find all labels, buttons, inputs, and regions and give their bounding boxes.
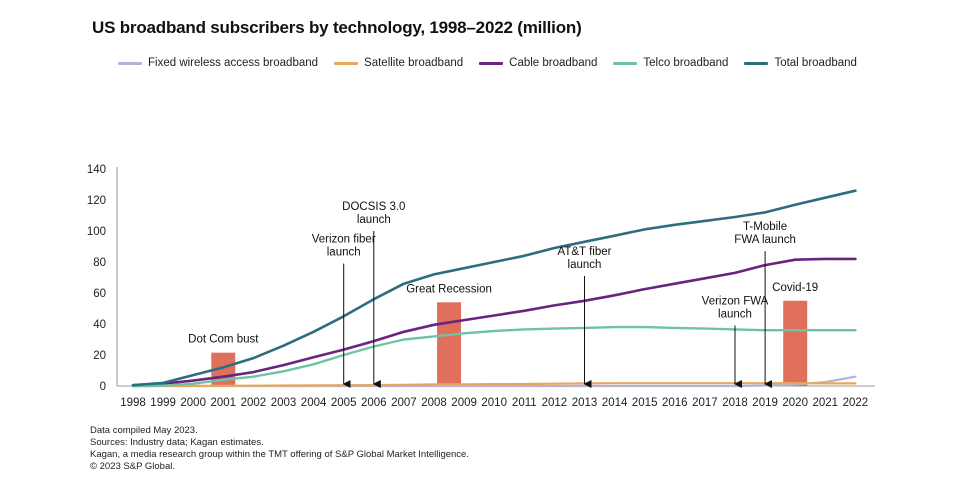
x-tick-label: 2004 (301, 397, 327, 409)
x-tick-label: 1999 (150, 397, 176, 409)
legend-item-total: Total broadband (744, 57, 857, 69)
x-tick-label: 2001 (211, 397, 237, 409)
legend-label: Telco broadband (643, 57, 729, 69)
series-lines (131, 189, 857, 388)
x-tick-label: 2007 (391, 397, 417, 409)
y-tick-label: 100 (87, 226, 106, 238)
legend-label: Total broadband (774, 57, 857, 69)
event-bar (437, 302, 462, 386)
annotation-label: T-Mobile (743, 221, 787, 233)
legend-item-cable: Cable broadband (479, 57, 597, 69)
annotation-label: launch (718, 309, 752, 321)
x-tick-label: 2006 (361, 397, 387, 409)
x-tick-label: 2016 (662, 397, 688, 409)
source-notes: Data compiled May 2023. Sources: Industr… (90, 425, 469, 473)
y-tick-label: 60 (93, 288, 106, 300)
legend: Fixed wireless access broadband Satellit… (118, 57, 873, 69)
x-tick-label: 2022 (843, 397, 869, 409)
x-tick-label: 2002 (241, 397, 267, 409)
event-bar-label: Dot Com bust (188, 334, 259, 346)
legend-item-satellite: Satellite broadband (334, 57, 463, 69)
x-tick-label: 2003 (271, 397, 297, 409)
x-tick-label: 2014 (602, 397, 628, 409)
event-bar-label: Covid-19 (772, 282, 818, 294)
annotation-label: Verizon FWA (702, 296, 769, 308)
legend-label: Satellite broadband (364, 57, 464, 69)
legend-swatch (744, 61, 769, 65)
note-line: Data compiled May 2023. (90, 425, 198, 436)
y-tick-label: 0 (100, 381, 106, 393)
y-tick-label: 140 (87, 164, 106, 176)
note-line: © 2023 S&P Global. (90, 461, 175, 472)
legend-swatch (613, 61, 638, 65)
legend-swatch (479, 61, 504, 65)
x-tick-label: 2005 (331, 397, 357, 409)
x-tick-label: 2021 (813, 397, 839, 409)
x-tick-label: 2012 (542, 397, 568, 409)
annotation-label: Verizon fiber (312, 234, 376, 246)
legend-label: Cable broadband (509, 57, 598, 69)
annotation-label: AT&T fiber (558, 246, 612, 258)
annotation-label: launch (327, 247, 361, 259)
series-line (131, 189, 857, 387)
x-tick-label: 1998 (120, 397, 146, 409)
chart-title: US broadband subscribers by technology, … (92, 18, 582, 37)
x-tick-label: 2013 (572, 397, 598, 409)
x-tick-label: 2020 (782, 397, 808, 409)
event-bar (783, 300, 808, 386)
note-line: Sources: Industry data; Kagan estimates. (90, 437, 264, 448)
x-tick-label: 2015 (632, 397, 658, 409)
x-tick-label: 2018 (722, 397, 748, 409)
legend-swatch (334, 61, 359, 65)
y-tick-label: 120 (87, 195, 106, 207)
x-tick-label: 2010 (481, 397, 507, 409)
x-tick-label: 2008 (421, 397, 447, 409)
x-tick-label: 2019 (752, 397, 778, 409)
y-tick-label: 40 (93, 319, 106, 331)
legend-item-fixed-wireless: Fixed wireless access broadband (118, 57, 318, 69)
event-bar-label: Great Recession (406, 283, 492, 295)
x-tick-label: 2000 (180, 397, 206, 409)
legend-label: Fixed wireless access broadband (148, 57, 319, 69)
y-tick-label: 80 (93, 257, 106, 269)
annotation-label: DOCSIS 3.0 (342, 201, 405, 213)
x-tick-label: 2009 (451, 397, 477, 409)
legend-item-telco: Telco broadband (613, 57, 728, 69)
legend-swatch (118, 61, 142, 65)
note-line: Kagan, a media research group within the… (90, 449, 469, 460)
annotation-label: FWA launch (734, 234, 796, 246)
series-line (131, 257, 857, 387)
x-tick-label: 2017 (692, 397, 718, 409)
annotation-label: launch (357, 214, 391, 226)
x-tick-label: 2011 (512, 397, 537, 409)
annotation-label: launch (568, 259, 602, 271)
y-tick-label: 20 (93, 350, 106, 362)
